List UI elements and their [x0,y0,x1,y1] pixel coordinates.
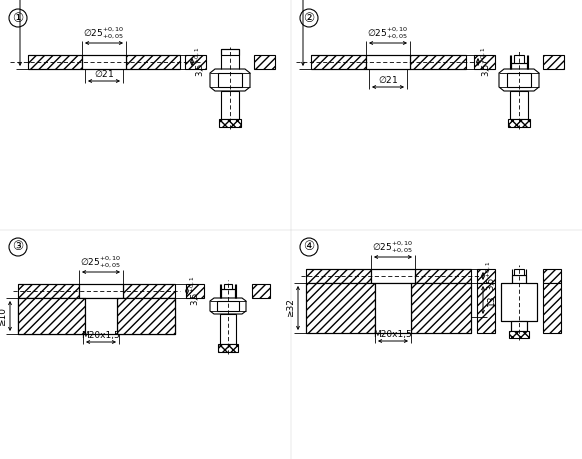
Bar [512,275,526,283]
Bar [28,55,82,69]
Bar [543,55,564,69]
Bar [411,283,471,333]
Bar [415,269,471,283]
Bar [252,284,270,298]
Bar [474,55,495,69]
Bar [218,73,242,87]
Bar [410,55,466,69]
Bar [306,283,375,333]
Polygon shape [499,69,539,91]
Bar [543,269,561,283]
Bar [221,49,239,55]
Polygon shape [210,69,250,91]
Bar [511,321,527,331]
Text: ④: ④ [303,241,315,253]
Text: $\varnothing$25$^{+0,10}_{+0,05}$: $\varnothing$25$^{+0,10}_{+0,05}$ [367,26,409,41]
Bar [186,284,204,298]
Bar [18,298,85,334]
Bar [509,331,529,338]
Bar [126,55,180,69]
Bar [79,284,123,298]
Bar [311,55,366,69]
Bar [254,55,275,69]
Bar [185,55,206,69]
Bar [85,298,117,334]
Text: $\varnothing$25$^{+0,10}_{+0,05}$: $\varnothing$25$^{+0,10}_{+0,05}$ [80,255,122,270]
Text: $\varnothing$25$^{+0,10}_{+0,05}$: $\varnothing$25$^{+0,10}_{+0,05}$ [372,240,414,255]
Bar [371,269,415,283]
Bar [507,73,531,87]
Bar [221,91,239,119]
Bar [82,55,126,69]
Bar [514,55,524,63]
Text: 3,5$^{+0,1}$: 3,5$^{+0,1}$ [480,47,493,77]
Text: 3,5$^{+0,1}$: 3,5$^{+0,1}$ [189,276,202,306]
Text: ≥10: ≥10 [0,307,8,325]
Bar [219,119,241,127]
Bar [477,283,495,333]
Text: $\varnothing$21: $\varnothing$21 [94,68,114,79]
Text: $\varnothing$21: $\varnothing$21 [378,74,398,85]
Bar [514,269,524,275]
Bar [217,301,239,311]
Bar [508,119,530,127]
Text: ≥32: ≥32 [286,298,296,318]
Bar [511,63,527,69]
Bar [18,298,85,334]
Text: 3,5$^{+0,1}$: 3,5$^{+0,1}$ [193,47,207,77]
Bar [477,269,495,283]
Text: $\varnothing$25$^{+0,10}_{+0,05}$: $\varnothing$25$^{+0,10}_{+0,05}$ [83,26,125,41]
Bar [306,269,371,283]
Bar [18,284,79,298]
Bar [501,283,537,321]
Bar [366,55,410,69]
Text: 3,5$^{+0,1}$: 3,5$^{+0,1}$ [484,261,498,291]
Bar [510,91,528,119]
Bar [543,283,561,333]
Bar [220,314,236,344]
Bar [218,344,238,352]
Bar [375,283,411,333]
Text: M20x1,5: M20x1,5 [81,331,120,340]
Text: ②: ② [303,11,315,24]
Text: 13: 13 [487,294,495,306]
Bar [117,298,175,334]
Text: ③: ③ [12,241,24,253]
Polygon shape [210,298,246,314]
Bar [224,284,232,289]
Text: M20x1,5: M20x1,5 [374,330,413,339]
Text: ①: ① [12,11,24,24]
Bar [221,289,235,298]
Bar [123,284,175,298]
Bar [117,298,175,334]
